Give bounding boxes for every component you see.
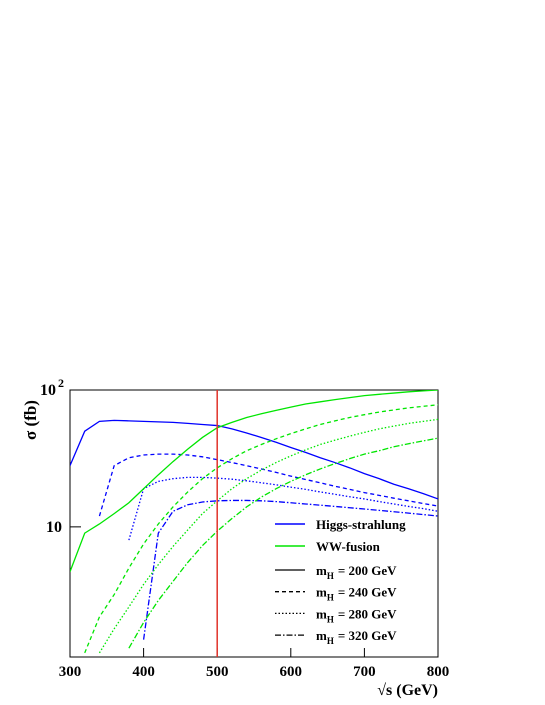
x-tick-label: 800 xyxy=(427,664,450,680)
legend-label: mH = 200 GeV xyxy=(316,563,397,581)
legend-subscript: H xyxy=(327,636,334,646)
legend-text: = 280 GeV xyxy=(338,606,397,621)
y-tick-exponent: 2 xyxy=(58,376,64,390)
y-tick-label: 10 xyxy=(40,382,56,399)
legend-symbol: m xyxy=(316,628,327,643)
legend-label: WW-fusion xyxy=(316,539,381,554)
curves xyxy=(70,390,438,654)
legend-text: = 200 GeV xyxy=(338,563,397,578)
curve xyxy=(142,499,438,640)
legend-label: mH = 240 GeV xyxy=(316,585,397,603)
legend-subscript: H xyxy=(327,593,334,603)
curve xyxy=(70,390,438,572)
curve xyxy=(128,476,438,541)
legend-symbol: m xyxy=(316,585,327,600)
legend-subscript: H xyxy=(327,614,334,624)
curve xyxy=(70,419,438,500)
legend-symbol: m xyxy=(316,606,327,621)
x-tick-label: 700 xyxy=(353,664,376,680)
y-axis-label: σ (fb) xyxy=(21,400,40,440)
curve xyxy=(98,453,438,517)
curve xyxy=(98,418,438,654)
x-tick-label: 500 xyxy=(206,664,229,680)
y-tick-label: 10 xyxy=(46,519,62,536)
legend-subscript: H xyxy=(327,571,334,581)
x-tick-label: 600 xyxy=(280,664,303,680)
legend-label: mH = 280 GeV xyxy=(316,606,397,624)
legend-label: mH = 320 GeV xyxy=(316,628,397,646)
legend-text: = 240 GeV xyxy=(338,585,397,600)
curve xyxy=(84,404,438,654)
plot-frame xyxy=(69,389,439,658)
x-tick-label: 400 xyxy=(132,664,155,680)
curve xyxy=(128,437,438,649)
legend-text: = 320 GeV xyxy=(338,628,397,643)
legend-label: Higgs-strahlung xyxy=(316,517,406,532)
legend-symbol: m xyxy=(316,563,327,578)
x-tick-label: 300 xyxy=(59,664,82,680)
x-axis-label: √s (GeV) xyxy=(377,682,438,699)
